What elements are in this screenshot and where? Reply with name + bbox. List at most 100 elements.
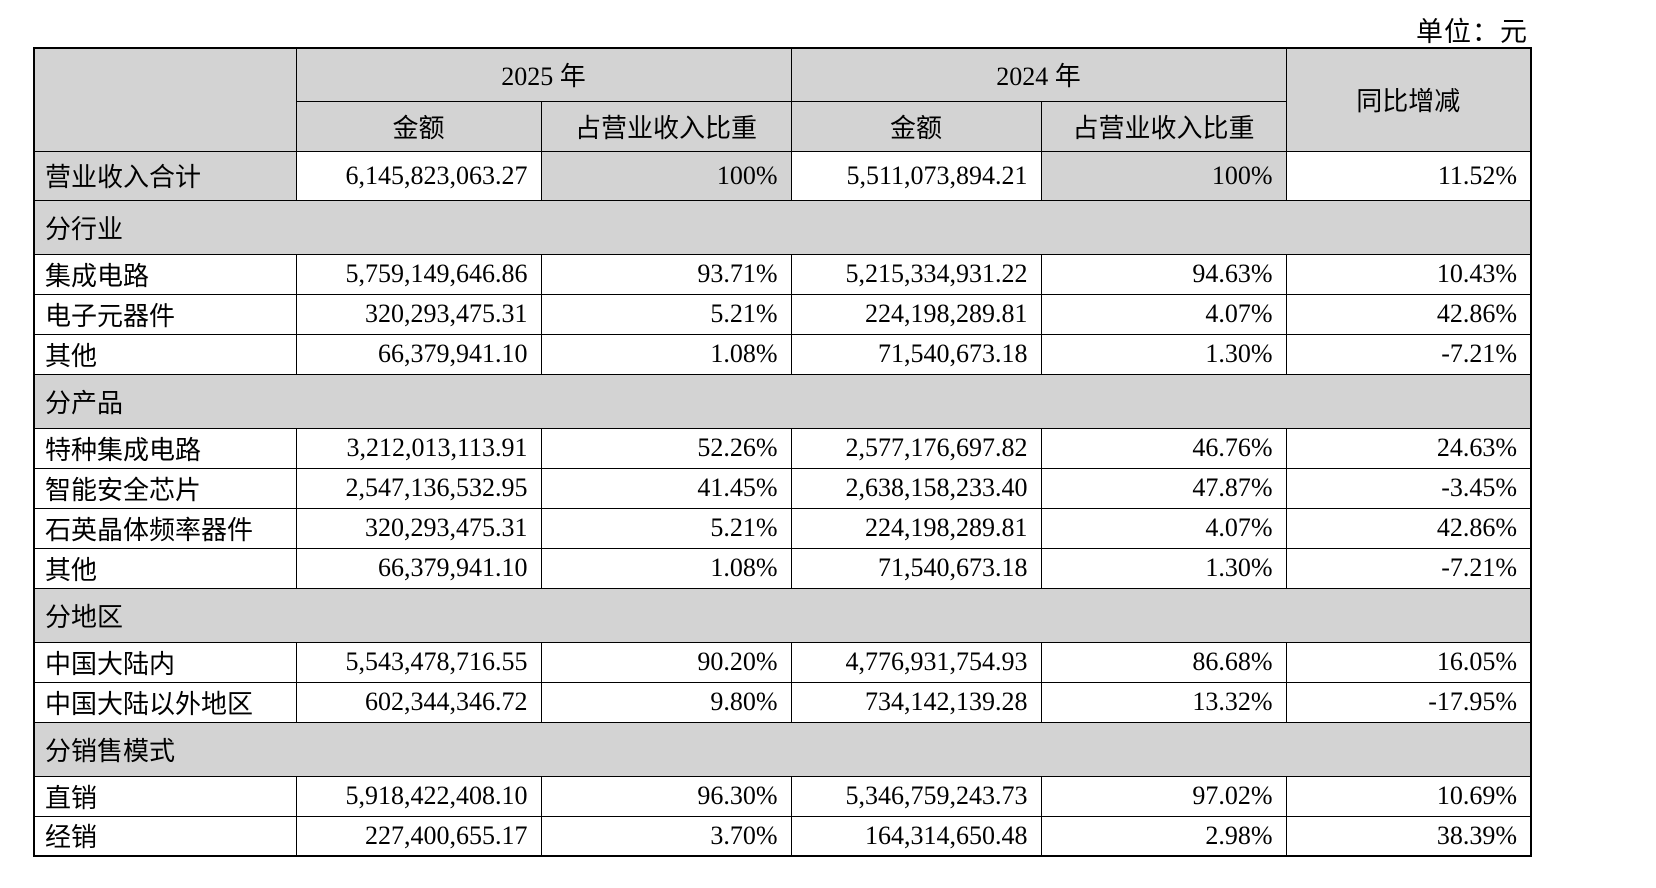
section-header-cell: 分地区 xyxy=(33,587,1532,643)
table-row: 电子元器件 320,293,475.31 5.21% 224,198,289.81 4.… xyxy=(33,293,1532,335)
amount-2025-cell: 6,145,823,063.27 xyxy=(295,150,542,201)
pct-2025-cell: 3.70% xyxy=(540,815,792,857)
year-header-row: 2025 年 2024 年 同比增减 xyxy=(33,47,1532,152)
pct-2025-cell: 96.30% xyxy=(540,775,792,817)
pct-2025-cell: 41.45% xyxy=(540,467,792,509)
yoy-cell: -17.95% xyxy=(1285,681,1532,723)
row-label-cell: 电子元器件 xyxy=(33,293,297,335)
pct-2024-header: 占营业收入比重 xyxy=(1040,100,1287,152)
amount-2024-cell: 164,314,650.48 xyxy=(790,815,1042,857)
pct-2024-cell: 94.63% xyxy=(1040,253,1287,295)
revenue-breakdown-table: 2025 年 2024 年 同比增减 金额 占营业收入比重 金额 占营业收入比重… xyxy=(33,47,1533,857)
table-body: 营业收入合计 6,145,823,063.27 100% 5,511,073,894.… xyxy=(33,150,1532,857)
row-label-cell: 中国大陆以外地区 xyxy=(33,681,297,723)
row-label-cell: 经销 xyxy=(33,815,297,857)
row-label-cell: 其他 xyxy=(33,547,297,589)
table-row: 其他 66,379,941.10 1.08% 71,540,673.18 1.30% -7… xyxy=(33,547,1532,589)
table-row: 石英晶体频率器件 320,293,475.31 5.21% 224,198,289.8… xyxy=(33,507,1532,549)
yoy-cell: 10.69% xyxy=(1285,775,1532,817)
year-2024-header: 2024 年 xyxy=(790,47,1287,102)
row-label-cell: 直销 xyxy=(33,775,297,817)
row-label-cell: 中国大陆内 xyxy=(33,641,297,683)
pct-2024-cell: 1.30% xyxy=(1040,333,1287,375)
amount-2024-header: 金额 xyxy=(790,100,1042,152)
section-row: 分地区 xyxy=(33,587,1532,643)
pct-2024-cell: 100% xyxy=(1040,150,1287,201)
pct-2025-cell: 90.20% xyxy=(540,641,792,683)
section-header-cell: 分产品 xyxy=(33,373,1532,429)
amount-2025-cell: 66,379,941.10 xyxy=(295,547,542,589)
pct-2025-cell: 5.21% xyxy=(540,293,792,335)
row-label-cell: 其他 xyxy=(33,333,297,375)
pct-2024-cell: 4.07% xyxy=(1040,293,1287,335)
row-label-cell: 集成电路 xyxy=(33,253,297,295)
section-header-cell: 分销售模式 xyxy=(33,721,1532,777)
pct-2024-cell: 13.32% xyxy=(1040,681,1287,723)
amount-2025-header: 金额 xyxy=(295,100,542,152)
amount-2025-cell: 320,293,475.31 xyxy=(295,507,542,549)
pct-2025-cell: 9.80% xyxy=(540,681,792,723)
section-header-cell: 分行业 xyxy=(33,199,1532,255)
amount-2024-cell: 224,198,289.81 xyxy=(790,507,1042,549)
table-row: 集成电路 5,759,149,646.86 93.71% 5,215,334,931.… xyxy=(33,253,1532,295)
amount-2024-cell: 71,540,673.18 xyxy=(790,547,1042,589)
amount-2025-cell: 3,212,013,113.91 xyxy=(295,427,542,469)
yoy-cell: -3.45% xyxy=(1285,467,1532,509)
yoy-header: 同比增减 xyxy=(1285,47,1532,152)
pct-2025-cell: 5.21% xyxy=(540,507,792,549)
amount-2025-cell: 5,759,149,646.86 xyxy=(295,253,542,295)
amount-2025-cell: 2,547,136,532.95 xyxy=(295,467,542,509)
amount-2024-cell: 2,638,158,233.40 xyxy=(790,467,1042,509)
pct-2024-cell: 86.68% xyxy=(1040,641,1287,683)
pct-2025-cell: 1.08% xyxy=(540,333,792,375)
yoy-cell: -7.21% xyxy=(1285,333,1532,375)
yoy-cell: 11.52% xyxy=(1285,150,1532,201)
pct-2024-cell: 4.07% xyxy=(1040,507,1287,549)
amount-2025-cell: 602,344,346.72 xyxy=(295,681,542,723)
yoy-cell: 24.63% xyxy=(1285,427,1532,469)
amount-2024-cell: 5,215,334,931.22 xyxy=(790,253,1042,295)
section-row: 分产品 xyxy=(33,373,1532,429)
row-label-cell: 特种集成电路 xyxy=(33,427,297,469)
table-row: 中国大陆以外地区 602,344,346.72 9.80% 734,142,139.2… xyxy=(33,681,1532,723)
corner-cell xyxy=(33,47,297,152)
section-row: 分销售模式 xyxy=(33,721,1532,777)
table-row: 经销 227,400,655.17 3.70% 164,314,650.48 2.98%… xyxy=(33,815,1532,857)
amount-2025-cell: 227,400,655.17 xyxy=(295,815,542,857)
table-row: 特种集成电路 3,212,013,113.91 52.26% 2,577,176,69… xyxy=(33,427,1532,469)
row-label-cell: 石英晶体频率器件 xyxy=(33,507,297,549)
table-row: 中国大陆内 5,543,478,716.55 90.20% 4,776,931,754… xyxy=(33,641,1532,683)
yoy-cell: 16.05% xyxy=(1285,641,1532,683)
pct-2025-cell: 52.26% xyxy=(540,427,792,469)
amount-2024-cell: 5,511,073,894.21 xyxy=(790,150,1042,201)
year-2025-header: 2025 年 xyxy=(295,47,792,102)
amount-2025-cell: 320,293,475.31 xyxy=(295,293,542,335)
amount-2025-cell: 66,379,941.10 xyxy=(295,333,542,375)
pct-2025-cell: 100% xyxy=(540,150,792,201)
yoy-cell: 38.39% xyxy=(1285,815,1532,857)
table-row: 其他 66,379,941.10 1.08% 71,540,673.18 1.30% -7… xyxy=(33,333,1532,375)
pct-2024-cell: 97.02% xyxy=(1040,775,1287,817)
yoy-cell: 42.86% xyxy=(1285,507,1532,549)
yoy-cell: 42.86% xyxy=(1285,293,1532,335)
total-row: 营业收入合计 6,145,823,063.27 100% 5,511,073,894.… xyxy=(33,150,1532,201)
section-row: 分行业 xyxy=(33,199,1532,255)
pct-2025-header: 占营业收入比重 xyxy=(540,100,792,152)
pct-2024-cell: 1.30% xyxy=(1040,547,1287,589)
amount-2024-cell: 71,540,673.18 xyxy=(790,333,1042,375)
amount-2024-cell: 734,142,139.28 xyxy=(790,681,1042,723)
amount-2025-cell: 5,543,478,716.55 xyxy=(295,641,542,683)
yoy-cell: 10.43% xyxy=(1285,253,1532,295)
subheader-row: 金额 占营业收入比重 金额 占营业收入比重 xyxy=(34,100,1531,152)
amount-2024-cell: 4,776,931,754.93 xyxy=(790,641,1042,683)
amount-2024-cell: 2,577,176,697.82 xyxy=(790,427,1042,469)
amount-2024-cell: 5,346,759,243.73 xyxy=(790,775,1042,817)
row-label-cell: 智能安全芯片 xyxy=(33,467,297,509)
pct-2024-cell: 47.87% xyxy=(1040,467,1287,509)
pct-2024-cell: 46.76% xyxy=(1040,427,1287,469)
pct-2025-cell: 1.08% xyxy=(540,547,792,589)
amount-2024-cell: 224,198,289.81 xyxy=(790,293,1042,335)
row-label-cell: 营业收入合计 xyxy=(33,150,297,201)
pct-2025-cell: 93.71% xyxy=(540,253,792,295)
